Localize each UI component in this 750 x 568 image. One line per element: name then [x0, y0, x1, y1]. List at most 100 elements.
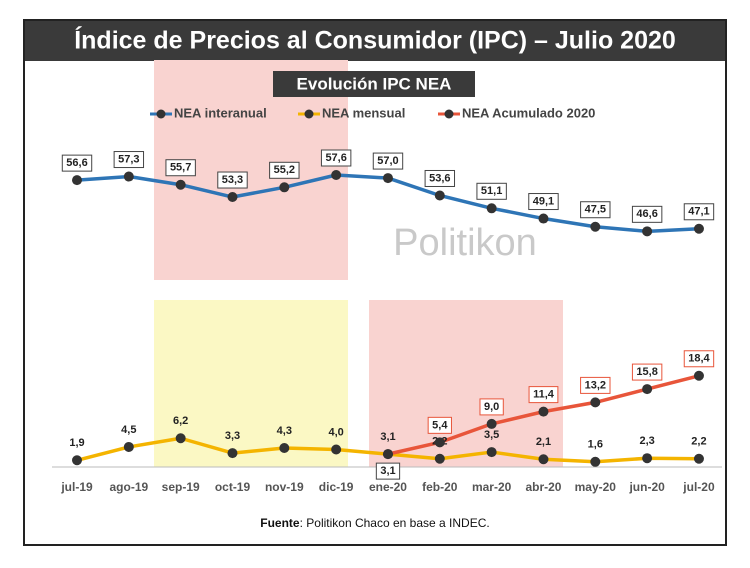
label-box [217, 171, 248, 189]
data-label: 11,4 [533, 389, 555, 401]
data-point [331, 444, 342, 455]
legend-marker [156, 109, 166, 119]
data-label: 56,6 [66, 157, 87, 169]
data-label: 15,8 [636, 366, 657, 378]
data-point [382, 449, 393, 460]
data-label: 4,5 [121, 424, 136, 436]
data-label: 13,2 [585, 379, 606, 391]
data-point [331, 170, 342, 180]
label-box [528, 193, 559, 211]
label-box [631, 363, 663, 381]
data-point [123, 171, 134, 182]
x-tick-label: jul-19 [60, 480, 93, 494]
label-box [269, 161, 300, 179]
label-box [683, 350, 715, 368]
label-box [580, 376, 611, 394]
label-box [683, 203, 715, 221]
data-point [434, 453, 445, 464]
chart-subtitle: Evolución IPC NEA [297, 74, 452, 93]
data-point [279, 442, 290, 453]
data-label: 3,5 [484, 429, 499, 441]
data-point [382, 173, 393, 184]
data-label: 57,0 [377, 155, 398, 167]
label-box [580, 201, 611, 219]
data-label: 4,3 [277, 425, 292, 437]
label-box [631, 205, 663, 223]
data-label: 2,2 [691, 436, 706, 448]
data-point [590, 397, 601, 408]
watermark: Politikon [393, 222, 537, 264]
x-tick-label: may-20 [575, 480, 617, 494]
legend-label: NEA mensual [322, 105, 405, 120]
data-point [434, 190, 445, 201]
highlight [369, 300, 563, 467]
label-box [372, 152, 404, 170]
data-point [175, 433, 186, 444]
data-label: 3,1 [380, 465, 395, 477]
data-label: 3,1 [380, 431, 395, 443]
data-label: 55,7 [170, 162, 191, 174]
data-point [642, 453, 653, 464]
source-note: Fuente: Politikon Chaco en base a INDEC. [260, 516, 489, 530]
title-bar [25, 21, 725, 61]
data-point [538, 213, 549, 224]
label-box [476, 182, 507, 200]
data-point [72, 455, 82, 466]
data-point [486, 447, 497, 458]
data-label: 1,9 [69, 437, 84, 449]
label-box [427, 416, 452, 434]
data-label: 53,3 [222, 174, 243, 186]
x-tick-label: jun-20 [628, 480, 665, 494]
x-tick-label: mar-20 [472, 480, 512, 494]
x-tick-label: feb-20 [422, 480, 458, 494]
data-point [642, 384, 653, 395]
label-box [375, 462, 401, 480]
x-tick-label: dic-19 [319, 480, 354, 494]
data-point [279, 182, 290, 193]
legend-label: NEA Acumulado 2020 [462, 105, 595, 120]
data-label: 2,3 [639, 435, 654, 447]
label-box [424, 169, 456, 187]
legend-label: NEA interanual [174, 105, 267, 120]
data-label: 53,6 [429, 172, 450, 184]
source-text: : Politikon Chaco en base a INDEC. [300, 516, 490, 530]
data-label: 57,6 [325, 152, 346, 164]
label-box [528, 386, 559, 404]
data-label: 51,1 [481, 185, 502, 197]
data-label: 9,0 [484, 401, 499, 413]
data-point [72, 175, 82, 186]
x-tick-label: oct-19 [215, 480, 251, 494]
data-point [538, 454, 549, 465]
data-point [590, 221, 601, 232]
label-box [479, 398, 504, 416]
data-label: 5,4 [432, 419, 448, 431]
label-box [113, 151, 145, 169]
data-label: 1,6 [588, 439, 603, 451]
legend-marker [444, 109, 454, 119]
data-label: 46,6 [636, 208, 657, 220]
data-label: 47,5 [585, 204, 606, 216]
data-label: 57,3 [118, 153, 139, 165]
data-point [693, 453, 704, 464]
legend-marker [304, 109, 314, 119]
data-label: 18,4 [688, 353, 710, 365]
x-tick-label: ene-20 [369, 480, 407, 494]
label-box [165, 159, 196, 177]
label-box [61, 154, 93, 172]
x-tick-label: sep-19 [162, 480, 200, 494]
source-label: Fuente [260, 516, 300, 530]
data-label: 6,2 [173, 415, 188, 427]
data-point [227, 448, 238, 459]
x-tick-label: jul-20 [682, 480, 715, 494]
data-label: 47,1 [688, 206, 709, 218]
chart-title: Índice de Precios al Consumidor (IPC) – … [74, 26, 676, 55]
data-point [486, 203, 497, 214]
subtitle-box [273, 71, 475, 97]
data-label: 55,2 [274, 164, 295, 176]
data-point [175, 179, 186, 190]
data-point [590, 456, 601, 467]
data-point [538, 406, 549, 417]
data-label: 3,3 [225, 430, 240, 442]
data-point [123, 441, 134, 452]
